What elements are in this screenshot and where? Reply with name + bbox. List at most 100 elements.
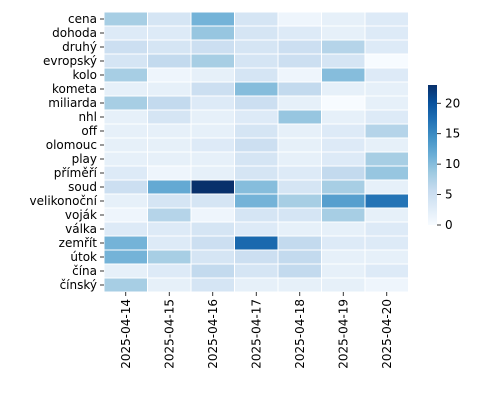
heatmap-cell	[190, 221, 235, 237]
heatmap-cell	[234, 39, 279, 55]
y-tick-label: soud	[68, 180, 97, 194]
heatmap-cell	[364, 137, 409, 153]
heatmap-cell	[234, 25, 279, 41]
heatmap-cell	[147, 95, 192, 111]
heatmap-cell	[277, 193, 322, 209]
heatmap-cell	[321, 123, 366, 139]
y-tick-label: druhý	[62, 40, 97, 54]
heatmap-cell	[364, 235, 409, 251]
y-tick-label: zemřít	[59, 236, 98, 250]
heatmap-cell	[147, 235, 192, 251]
heatmap-cell	[147, 39, 192, 55]
colorbar-gradient	[428, 85, 437, 225]
heatmap-cell	[103, 11, 148, 27]
heatmap-cell	[277, 221, 322, 237]
heatmap-cell	[103, 263, 148, 279]
x-tick-label: 2025-04-14	[119, 299, 133, 369]
heatmap-cell	[103, 193, 148, 209]
heatmap-cell	[147, 165, 192, 181]
y-tick-labels: cenadohodadruhýevropskýkolokometamiliard…	[30, 12, 104, 292]
heatmap-cells	[103, 11, 409, 293]
colorbar-tick-label: 10	[445, 157, 460, 171]
heatmap-cell	[234, 123, 279, 139]
y-tick-label: kometa	[52, 82, 97, 96]
heatmap-cell	[364, 179, 409, 195]
heatmap-cell	[277, 263, 322, 279]
heatmap-cell	[147, 137, 192, 153]
heatmap-cell	[277, 165, 322, 181]
colorbar-tick-label: 15	[445, 127, 460, 141]
x-tick-label: 2025-04-16	[206, 299, 220, 369]
heatmap-cell	[321, 221, 366, 237]
heatmap-cell	[190, 39, 235, 55]
y-tick-label: evropský	[43, 54, 97, 68]
heatmap-cell	[103, 137, 148, 153]
heatmap-cell	[234, 235, 279, 251]
heatmap-cell	[190, 109, 235, 125]
heatmap-cell	[103, 109, 148, 125]
heatmap-cell	[147, 109, 192, 125]
y-tick-label: útok	[70, 250, 97, 264]
heatmap-cell	[103, 81, 148, 97]
heatmap-cell	[277, 39, 322, 55]
heatmap-cell	[321, 165, 366, 181]
heatmap-cell	[277, 95, 322, 111]
x-tick-label: 2025-04-20	[380, 299, 394, 369]
heatmap-cell	[364, 25, 409, 41]
heatmap-cell	[103, 165, 148, 181]
heatmap-cell	[103, 277, 148, 293]
colorbar-ticks: 0 5 10 15 20	[437, 96, 460, 232]
heatmap-cell	[103, 207, 148, 223]
heatmap-cell	[147, 123, 192, 139]
heatmap-cell	[147, 67, 192, 83]
heatmap-cell	[277, 123, 322, 139]
heatmap-cell	[364, 207, 409, 223]
heatmap-cell	[147, 277, 192, 293]
heatmap-cell	[364, 53, 409, 69]
heatmap-cell	[147, 207, 192, 223]
heatmap-cell	[234, 249, 279, 265]
heatmap-cell	[321, 11, 366, 27]
heatmap-cell	[321, 81, 366, 97]
heatmap-cell	[103, 249, 148, 265]
heatmap-cell	[277, 25, 322, 41]
heatmap-cell	[103, 235, 148, 251]
heatmap-cell	[234, 109, 279, 125]
heatmap-cell	[234, 137, 279, 153]
heatmap-cell	[234, 165, 279, 181]
y-tick-label: olomouc	[46, 138, 97, 152]
y-tick-label: čína	[72, 264, 97, 278]
colorbar	[428, 85, 437, 225]
y-tick-label: voják	[65, 208, 97, 222]
y-tick-label: kolo	[72, 68, 97, 82]
heatmap-cell	[364, 151, 409, 167]
heatmap-cell	[234, 67, 279, 83]
y-tick-label: válka	[65, 222, 97, 236]
heatmap-cell	[364, 221, 409, 237]
heatmap-cell	[321, 193, 366, 209]
heatmap-cell	[321, 151, 366, 167]
heatmap-cell	[277, 249, 322, 265]
heatmap-cell	[364, 67, 409, 83]
heatmap-cell	[277, 179, 322, 195]
y-tick-label: off	[81, 124, 97, 138]
heatmap-cell	[364, 263, 409, 279]
heatmap-cell	[147, 249, 192, 265]
heatmap-cell	[277, 53, 322, 69]
heatmap-cell	[234, 81, 279, 97]
heatmap-cell	[321, 25, 366, 41]
heatmap-cell	[364, 277, 409, 293]
heatmap-cell	[277, 277, 322, 293]
x-tick-label: 2025-04-17	[249, 299, 263, 369]
heatmap-cell	[190, 207, 235, 223]
heatmap-cell	[234, 151, 279, 167]
heatmap-cell	[103, 95, 148, 111]
y-tick-label: velikonoční	[30, 194, 98, 208]
heatmap-cell	[190, 179, 235, 195]
heatmap-cell	[364, 39, 409, 55]
heatmap-cell	[364, 193, 409, 209]
heatmap-cell	[103, 25, 148, 41]
heatmap-cell	[321, 95, 366, 111]
heatmap-cell	[321, 67, 366, 83]
